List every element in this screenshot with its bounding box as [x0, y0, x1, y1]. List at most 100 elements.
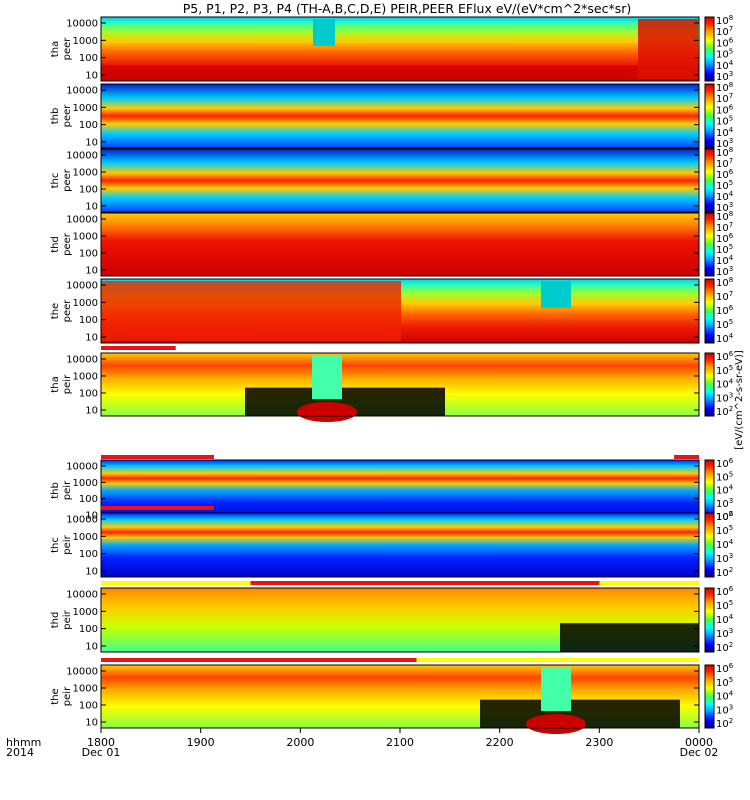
y-tick-label: 1000	[73, 607, 98, 618]
spectrogram-thb_peer	[101, 84, 699, 148]
y-tick-label: 10	[85, 266, 98, 277]
panel-instrument-label: peer	[62, 37, 73, 61]
colorbar-thc_peer	[704, 148, 715, 213]
panel-instrument-label: peer	[62, 104, 73, 128]
colorbar-thc_peir	[704, 512, 715, 578]
flag-bar-red	[101, 346, 176, 350]
panel-frame-thb_peer	[100, 83, 700, 149]
y-tick-label: 10	[85, 718, 98, 729]
y-tick-label: 10000	[66, 462, 98, 473]
colorbar-tick-label: 103	[716, 703, 733, 716]
colorbar-the_peer	[704, 278, 715, 344]
time-tick-label: 2300	[585, 736, 613, 749]
time-tick-label: 1800	[87, 736, 115, 749]
y-tick-label: 1000	[73, 532, 98, 543]
spectrogram-thc_peir	[101, 513, 699, 577]
y-tick-label: 10000	[66, 590, 98, 601]
panel-instrument-label: peer	[62, 232, 73, 256]
panel-probe-label: tha	[50, 41, 61, 57]
time-axis: hhmm 2014 Dec 01 Dec 02 1800 1900 2000 2100…	[6, 728, 718, 759]
figure-title: P5, P1, P2, P3, P4 (TH-A,B,C,D,E) PEIR,P…	[183, 1, 632, 16]
colorbar-thd_peir	[704, 587, 715, 653]
panel-frame-tha_peir	[100, 352, 700, 417]
colorbar-tick-label: 106	[716, 510, 734, 523]
flag-bar-red	[674, 455, 699, 459]
colorbar-tha_peir	[704, 352, 715, 417]
colorbar-tick-label: 103	[716, 552, 733, 565]
colorbar-thb_peir	[704, 459, 715, 522]
time-tick-label: 2200	[486, 736, 514, 749]
colorbar-tick-label: 104	[716, 378, 734, 391]
panel-instrument-label: peir	[62, 686, 73, 706]
y-tick-label: 10000	[66, 215, 98, 226]
colorbar-tick-label: 103	[716, 627, 733, 640]
time-axis-row2-label: 2014	[6, 746, 34, 759]
colorbar-unit-label: [eV/(cm^2-s-sr-eV)]	[734, 350, 745, 450]
panel-frame-thd_peir	[100, 587, 700, 653]
colorbar-tick-label: 102	[716, 566, 733, 579]
y-tick-label: 100	[79, 624, 98, 635]
time-tick-label: 0000	[685, 736, 713, 749]
y-tick-label: 10	[85, 511, 98, 522]
colorbar-tick-label: 104	[716, 332, 734, 345]
panel-probe-label: thc	[50, 537, 61, 553]
flag-bar-red	[101, 506, 214, 510]
panel-instrument-label: peer	[62, 299, 73, 323]
feature-band	[101, 281, 401, 341]
colorbar-tick-label: 106	[716, 457, 734, 470]
colorbar-tick-label: 108	[716, 276, 733, 289]
panel-frame-tha_peer	[100, 16, 700, 82]
panel-probe-label: tha	[50, 376, 61, 392]
colorbar-the_peir	[704, 664, 715, 729]
colorbar-tick-label: 102	[716, 405, 733, 418]
spectrogram-thb_peir	[101, 460, 699, 521]
y-tick-label: 10	[85, 202, 98, 213]
y-tick-label: 1000	[73, 298, 98, 309]
colorbar-tha_peer	[704, 16, 715, 82]
colorbar-tick-label: 102	[716, 641, 733, 654]
colorbar-thd_peer	[704, 212, 715, 277]
y-tick-label: 10	[85, 71, 98, 82]
y-tick-label: 100	[79, 494, 98, 505]
y-tick-label: 10000	[66, 151, 98, 162]
spectrogram-thc_peer	[101, 149, 699, 212]
panel-instrument-label: peir	[62, 534, 73, 554]
panel-probe-label: thb	[50, 482, 61, 499]
y-tick-label: 10	[85, 333, 98, 344]
y-tick-label: 1000	[73, 684, 98, 695]
y-tick-label: 100	[79, 120, 98, 131]
panel-frame-thc_peer	[100, 148, 700, 213]
panel-frame-thd_peer	[100, 212, 700, 277]
y-tick-label: 10000	[66, 19, 98, 30]
y-tick-label: 1000	[73, 36, 98, 47]
colorbar-tick-label: 105	[716, 470, 733, 483]
y-tick-label: 1000	[73, 103, 98, 114]
colorbar-tick-label: 103	[716, 497, 733, 510]
panel-probe-label: thb	[50, 108, 61, 125]
y-tick-label: 100	[79, 701, 98, 712]
colorbar-tick-label: 104	[716, 690, 734, 703]
time-tick-label: 1900	[187, 736, 215, 749]
panel-probe-label: thd	[50, 612, 61, 629]
y-tick-label: 100	[79, 389, 98, 400]
y-tick-label: 10000	[66, 86, 98, 97]
y-tick-label: 1000	[73, 232, 98, 243]
feature-gap	[312, 355, 342, 400]
feature-dropout	[560, 623, 699, 652]
y-tick-label: 100	[79, 185, 98, 196]
y-tick-label: 10	[85, 406, 98, 417]
colorbar-tick-label: 106	[716, 350, 734, 363]
y-tick-label: 1000	[73, 478, 98, 489]
panel-instrument-label: peir	[62, 480, 73, 500]
colorbar-tick-label: 105	[716, 599, 733, 612]
feature-band	[638, 19, 698, 79]
feature-gap	[313, 19, 335, 46]
y-tick-label: 10000	[66, 355, 98, 366]
